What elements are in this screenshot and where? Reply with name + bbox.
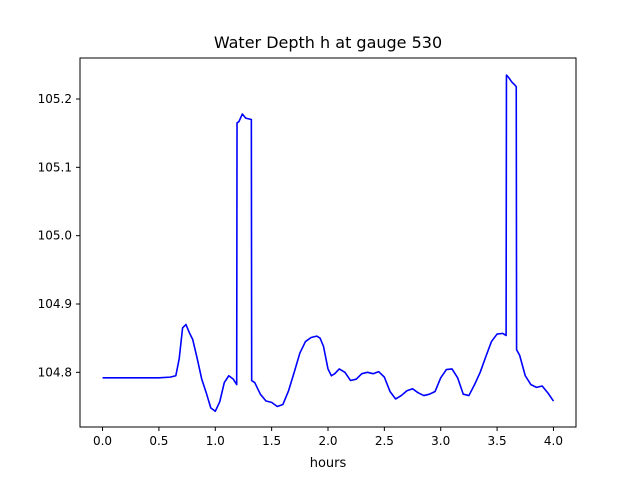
y-tick-label: 105.0 <box>38 229 72 243</box>
y-tick-label: 105.2 <box>38 92 72 106</box>
x-tick-label: 2.0 <box>318 434 337 448</box>
y-axis-ticks: 104.8 104.9 105.0 105.1 105.2 <box>38 92 80 379</box>
y-tick-label: 105.1 <box>38 160 72 174</box>
x-tick-label: 0.0 <box>93 434 112 448</box>
x-tick-label: 3.5 <box>488 434 507 448</box>
x-tick-label: 2.5 <box>375 434 394 448</box>
x-axis-ticks: 0.0 0.5 1.0 1.5 2.0 2.5 3.0 3.5 4.0 <box>93 427 563 448</box>
plot-frame <box>79 57 577 428</box>
x-tick-label: 3.0 <box>431 434 450 448</box>
x-tick-label: 1.0 <box>206 434 225 448</box>
x-axis-label: hours <box>310 456 347 471</box>
chart-title: Water Depth h at gauge 530 <box>214 33 442 52</box>
x-tick-label: 0.5 <box>149 434 168 448</box>
x-tick-label: 1.5 <box>262 434 281 448</box>
water-depth-line <box>102 74 555 413</box>
plot-area <box>102 74 555 413</box>
y-tick-label: 104.9 <box>38 297 72 311</box>
y-tick-label: 104.8 <box>38 365 72 379</box>
x-tick-label: 4.0 <box>544 434 563 448</box>
